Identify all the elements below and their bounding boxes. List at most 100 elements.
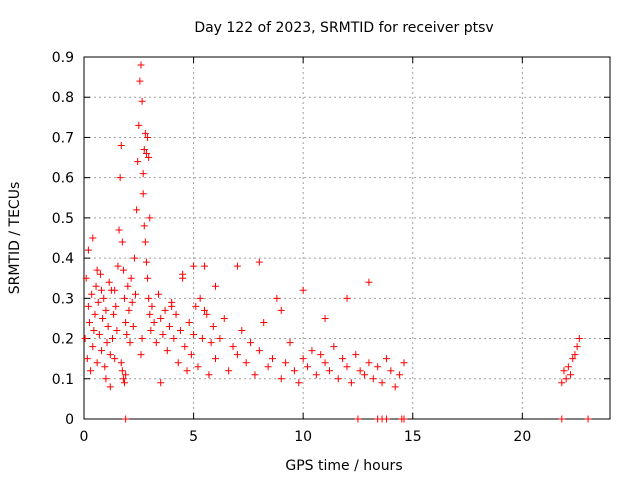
data-point [122, 415, 130, 423]
data-point [558, 415, 566, 423]
data-point [126, 339, 134, 347]
data-point [144, 133, 152, 141]
data-point [141, 129, 149, 137]
y-tick-label: 0.2 [52, 332, 74, 348]
data-point [251, 371, 259, 379]
data-point [83, 355, 91, 363]
data-point [81, 335, 89, 343]
y-tick-label: 0.7 [52, 130, 74, 146]
data-point [112, 302, 120, 310]
x-tick-label: 5 [189, 429, 198, 445]
data-point [111, 286, 119, 294]
data-point [268, 355, 276, 363]
data-point [121, 294, 129, 302]
data-point [343, 294, 351, 302]
data-point [203, 310, 211, 318]
data-point [176, 327, 184, 335]
x-tick-label: 15 [404, 429, 422, 445]
data-point [562, 375, 570, 383]
data-point [352, 351, 360, 359]
data-point [567, 371, 575, 379]
data-point [106, 383, 114, 391]
data-point [558, 379, 566, 387]
data-point [264, 363, 272, 371]
data-point [571, 351, 579, 359]
data-point [127, 274, 135, 282]
data-point [194, 363, 202, 371]
data-point [299, 355, 307, 363]
data-point [92, 282, 100, 290]
x-tick-label: 20 [513, 429, 531, 445]
data-point [369, 375, 377, 383]
data-point [119, 266, 127, 274]
data-point [144, 274, 152, 282]
data-point [123, 331, 131, 339]
data-point [101, 363, 109, 371]
data-point [220, 314, 228, 322]
data-point [334, 375, 342, 383]
data-point [106, 351, 114, 359]
data-point [198, 335, 206, 343]
data-point [125, 306, 133, 314]
data-point [290, 367, 298, 375]
data-point [179, 270, 187, 278]
data-point [339, 355, 347, 363]
data-point [145, 154, 153, 162]
data-point [233, 351, 241, 359]
data-point [142, 150, 150, 158]
data-point [161, 306, 169, 314]
data-point [190, 331, 198, 339]
y-tick-label: 0.3 [52, 291, 74, 307]
data-point [575, 335, 583, 343]
data-point [212, 282, 219, 290]
data-point [90, 327, 98, 335]
data-point [560, 367, 568, 375]
data-point [103, 339, 111, 347]
data-point [187, 351, 195, 359]
data-point [111, 355, 119, 363]
data-point [137, 61, 145, 69]
data-point [146, 310, 154, 318]
data-point [122, 371, 130, 379]
data-point [185, 318, 193, 326]
data-point [365, 278, 373, 286]
data-point [312, 371, 320, 379]
data-point [141, 238, 149, 246]
data-point [113, 327, 121, 335]
data-point [95, 331, 103, 339]
data-point [89, 234, 97, 242]
data-point [396, 371, 404, 379]
data-point [387, 367, 395, 375]
data-point [155, 290, 163, 298]
data-point [295, 379, 303, 387]
x-tick-label: 10 [294, 429, 312, 445]
data-point [196, 294, 204, 302]
data-point [183, 367, 191, 375]
data-point [118, 238, 126, 246]
data-point [382, 355, 390, 363]
data-point [584, 415, 592, 423]
y-tick-label: 0 [65, 412, 74, 428]
data-point [212, 355, 219, 363]
data-point [124, 282, 132, 290]
data-point [207, 339, 215, 347]
data-point [91, 310, 99, 318]
data-point [140, 222, 148, 230]
data-point [569, 355, 577, 363]
data-point [147, 327, 155, 335]
data-point [98, 286, 106, 294]
data-point [85, 318, 93, 326]
y-tick-label: 0.1 [52, 372, 74, 388]
data-point [255, 347, 263, 355]
data-point [343, 363, 351, 371]
data-point [347, 379, 355, 387]
data-point [118, 367, 126, 375]
data-point [114, 262, 122, 270]
data-point [400, 359, 408, 367]
data-point [286, 339, 294, 347]
data-point [201, 306, 209, 314]
data-point [139, 170, 147, 178]
data-point [138, 335, 146, 343]
data-point [93, 266, 101, 274]
